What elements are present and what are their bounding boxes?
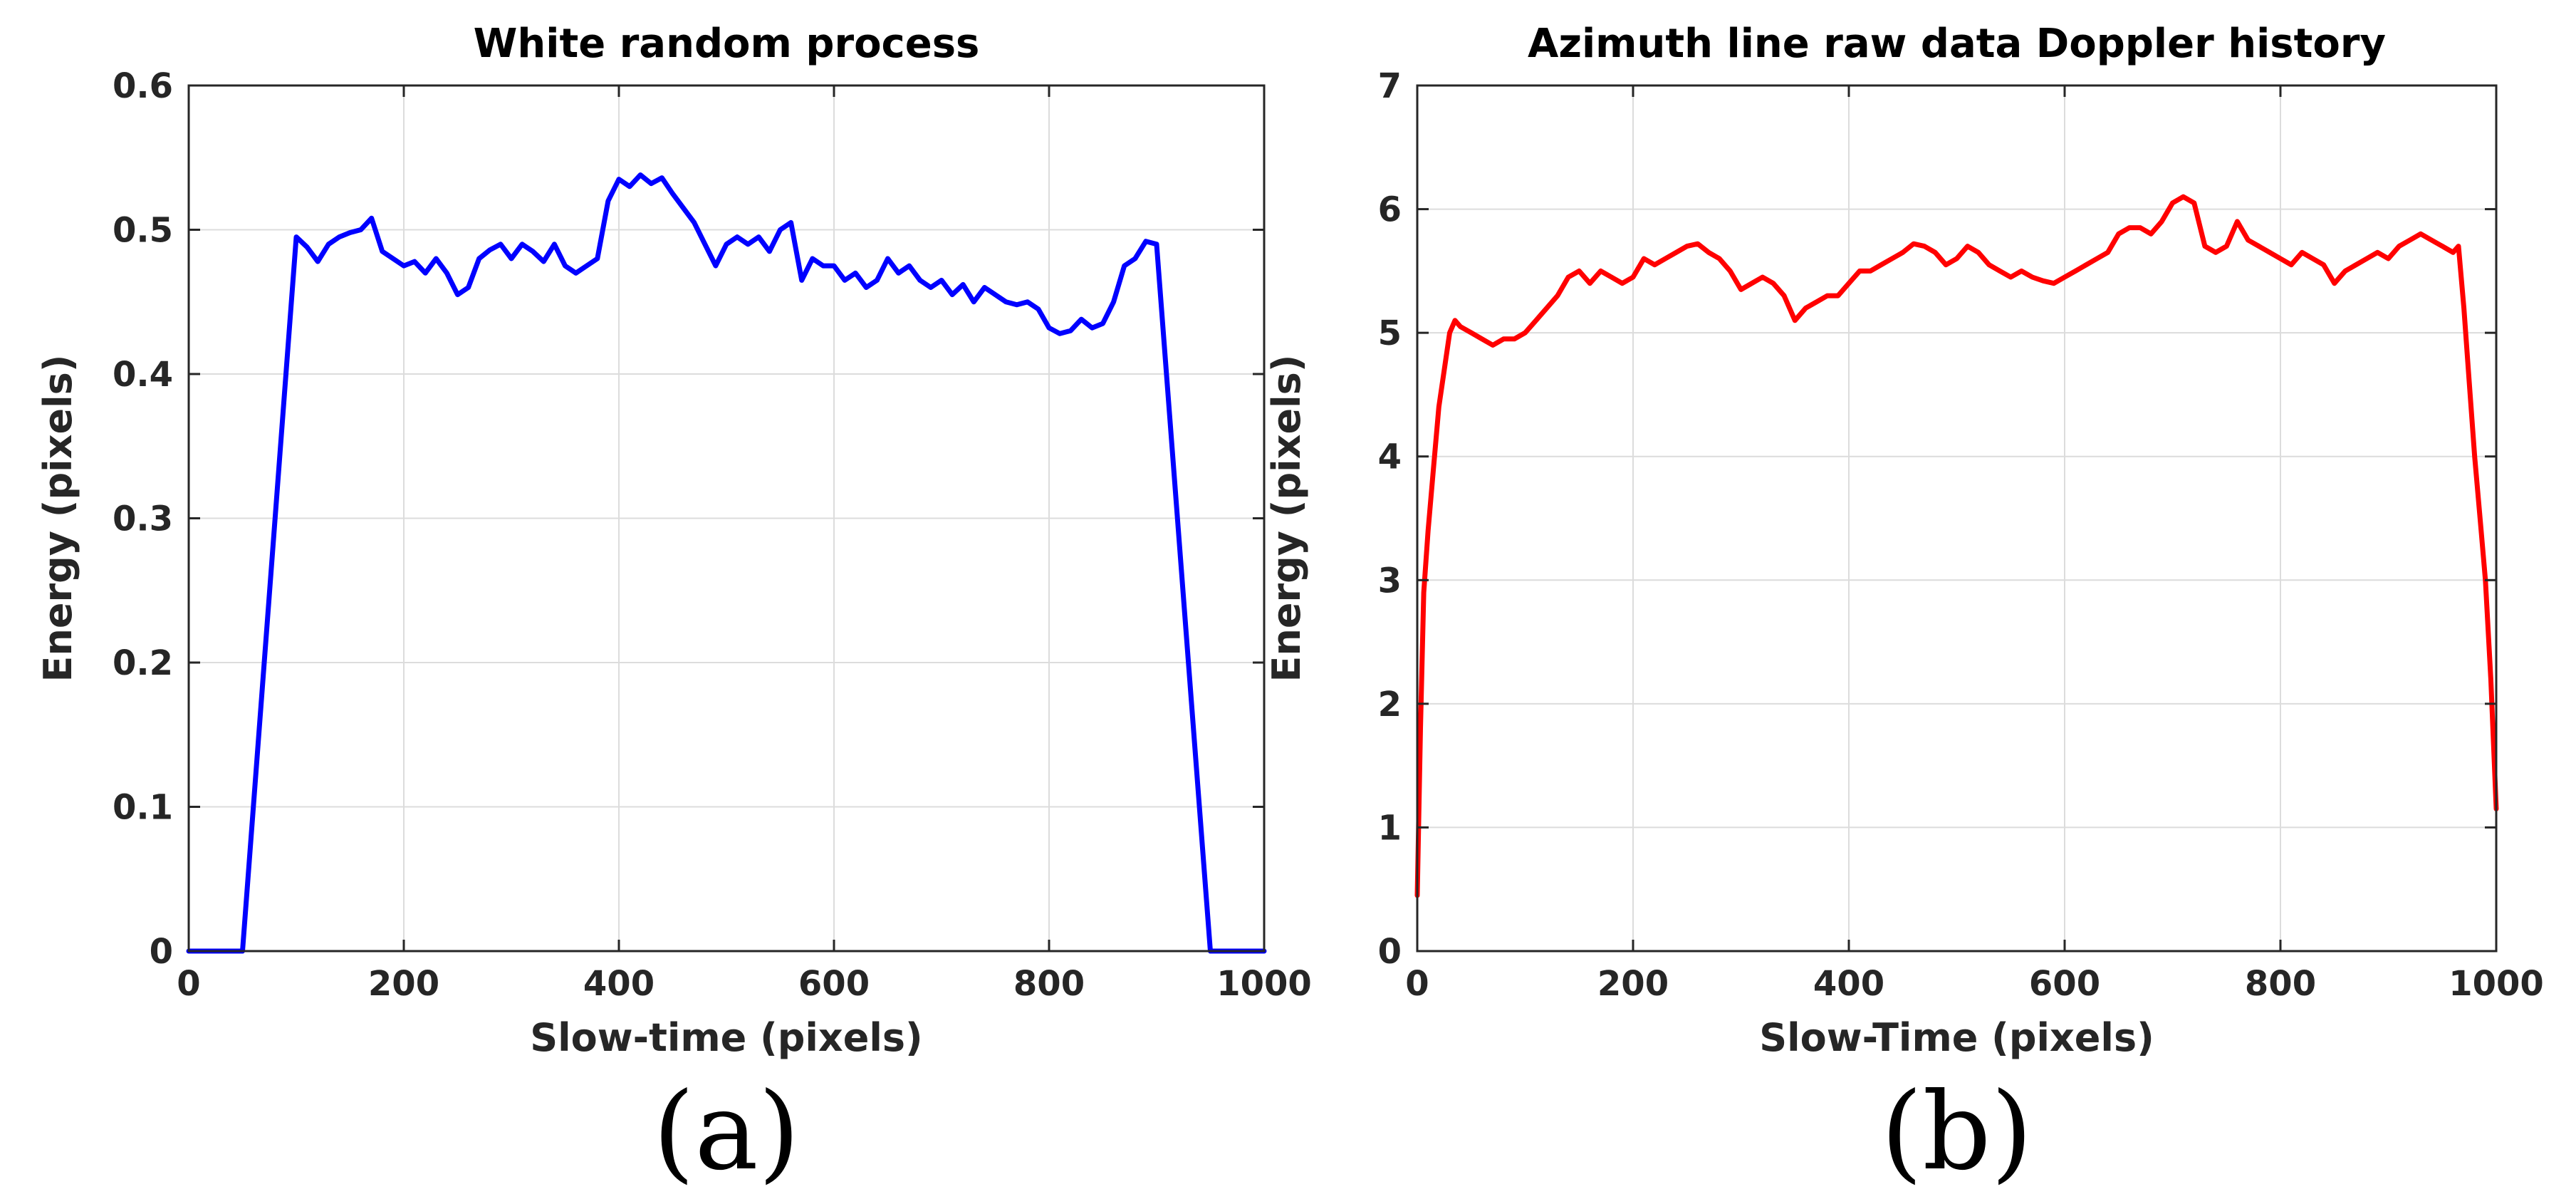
chart-a-y-tick-label: 0: [150, 932, 173, 972]
chart-b-axes-box: [1416, 84, 2498, 953]
chart-a-y-tick-label: 0.5: [113, 211, 173, 251]
chart-a-x-tick-label: 800: [1013, 964, 1085, 1004]
chart-a-y-tick-label: 0.4: [113, 355, 173, 395]
chart-b-y-tick-label: 7: [1378, 66, 1402, 106]
chart-a-x-tick-label: 1000: [1216, 964, 1312, 1004]
chart-b-x-axis-label: Slow-Time (pixels): [1759, 1015, 2154, 1060]
chart-b-x-tick-label: 600: [2029, 964, 2100, 1004]
chart-b-x-tick-label: 0: [1405, 964, 1429, 1004]
chart-a-y-tick-label: 0.2: [113, 643, 173, 683]
chart-a-grid: [188, 85, 1265, 952]
chart-b-y-tick-label: 3: [1378, 561, 1402, 601]
chart-a-x-tick-label: 0: [177, 964, 200, 1004]
chart-a-x-tick-label: 200: [368, 964, 439, 1004]
chart-b-grid: [1417, 85, 2497, 952]
chart-b-panel-label: (b): [1881, 1070, 2033, 1194]
chart-b-x-tick-label: 1000: [2449, 964, 2544, 1004]
chart-b-y-tick-label: 1: [1378, 808, 1402, 848]
chart-b-y-tick-label: 6: [1378, 190, 1402, 230]
chart-a-y-tick-label: 0.6: [113, 66, 173, 106]
chart-a-y-tick-label: 0.1: [113, 788, 173, 828]
chart-panel-a: 0 200 400 600 800 1000 0 0.1 0.2 0.3 0.4 0.5 0.6 Whi…: [36, 21, 1312, 1194]
chart-b-x-tick-label: 400: [1813, 964, 1884, 1004]
chart-b-y-tick-label: 0: [1378, 932, 1402, 972]
chart-b-y-axis-label: Energy (pixels): [1264, 355, 1309, 683]
chart-b-y-tick-label: 2: [1378, 685, 1402, 725]
chart-b-title: Azimuth line raw data Doppler history: [1528, 21, 2386, 67]
chart-panel-b: 0 200 400 600 800 1000 0 1 2 3 4 5 6 7 Azimuth line r…: [1264, 21, 2544, 1194]
chart-b-series-group: [1414, 194, 2499, 898]
chart-b-y-tick-label: 5: [1378, 313, 1402, 353]
chart-a-panel-label: (a): [653, 1070, 800, 1194]
chart-a-x-tick-label: 600: [798, 964, 870, 1004]
chart-b-series-line: [1414, 194, 2499, 898]
chart-b-y-tick-label: 4: [1378, 437, 1402, 477]
chart-a-x-tick-label: 400: [583, 964, 655, 1004]
chart-a-ticks: 0 200 400 600 800 1000 0 0.1 0.2 0.3 0.4 0.5 0.6: [113, 66, 1312, 1004]
chart-a-series-group: [186, 172, 1267, 954]
chart-a-series-line: [186, 172, 1267, 954]
chart-b-x-tick-label: 200: [1597, 964, 1669, 1004]
chart-a-y-tick-label: 0.3: [113, 499, 173, 539]
chart-a-y-axis-label: Energy (pixels): [36, 355, 80, 683]
chart-a-title: White random process: [474, 21, 980, 67]
chart-a-x-axis-label: Slow-time (pixels): [530, 1015, 922, 1060]
chart-b-ticks: 0 200 400 600 800 1000 0 1 2 3 4 5 6 7: [1378, 66, 2544, 1004]
chart-b-x-tick-label: 800: [2245, 964, 2316, 1004]
